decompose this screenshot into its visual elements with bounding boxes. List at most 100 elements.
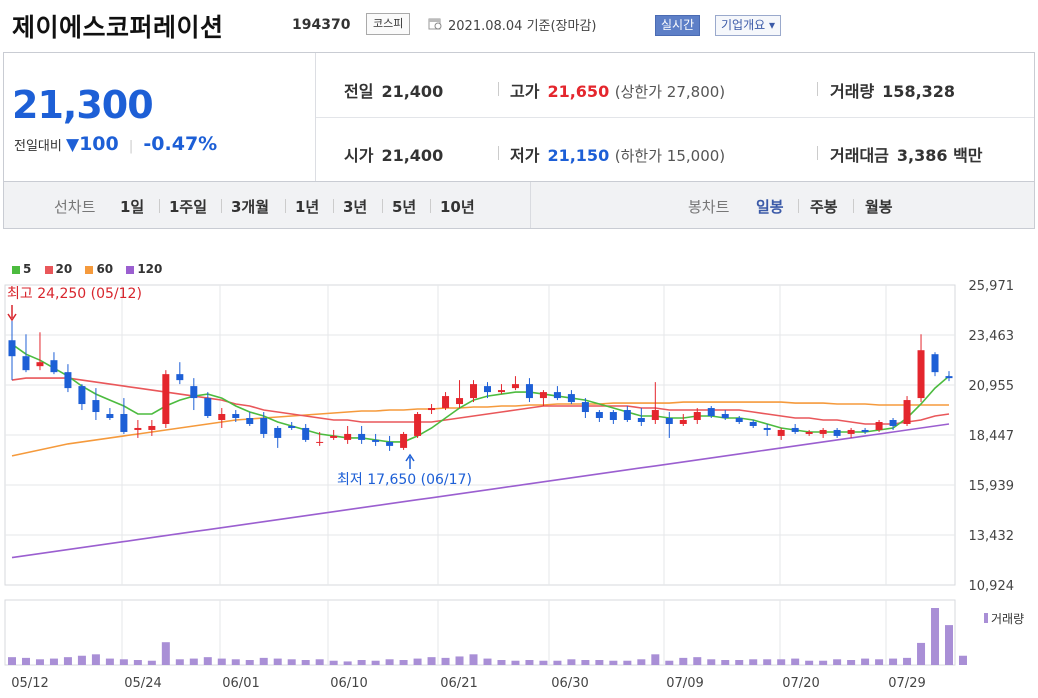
divider bbox=[333, 199, 334, 213]
stock-header: 제이에스코퍼레이션 194370 코스피 2021.08.04 기준(장마감) … bbox=[0, 0, 1038, 52]
candle-body bbox=[483, 386, 491, 393]
lower-limit: (하한가 15,000) bbox=[614, 147, 726, 165]
line-chart-label: 선차트 bbox=[54, 198, 96, 216]
volume-bar bbox=[231, 659, 240, 665]
volume-bar bbox=[735, 660, 744, 665]
volume-bar bbox=[917, 642, 926, 665]
candle-body bbox=[511, 384, 519, 389]
trade-amount: 거래대금 3,386 백만 bbox=[830, 142, 983, 166]
volume-bar bbox=[133, 660, 142, 665]
period-1d[interactable]: 1일 bbox=[120, 198, 145, 216]
period-3m[interactable]: 3개월 bbox=[231, 198, 270, 216]
market-badge: 코스피 bbox=[366, 13, 411, 35]
candle-body bbox=[8, 340, 16, 357]
period-10y[interactable]: 10년 bbox=[440, 198, 475, 216]
candle-body bbox=[358, 433, 366, 440]
candle-body bbox=[539, 392, 547, 399]
divider bbox=[853, 199, 854, 213]
candle-body bbox=[707, 408, 715, 417]
candle-daily[interactable]: 일봉 bbox=[756, 198, 784, 216]
candle-body bbox=[134, 427, 142, 430]
divider bbox=[430, 199, 431, 213]
legend-label: 120 bbox=[137, 262, 163, 276]
candle-body bbox=[945, 376, 953, 379]
candle-body bbox=[679, 419, 687, 424]
volume-bar bbox=[469, 654, 478, 665]
divider bbox=[316, 117, 1034, 118]
price-summary: 21,300 전일대비 ▼100 | -0.47% 전일 21,400 고가 21,… bbox=[3, 52, 1035, 182]
prev-close: 전일 21,400 bbox=[344, 78, 443, 102]
volume-bar bbox=[357, 660, 366, 665]
volume-bar bbox=[49, 658, 58, 665]
volume-value: 158,328 bbox=[882, 82, 956, 101]
divider bbox=[382, 199, 383, 213]
realtime-button[interactable]: 실시간 bbox=[655, 15, 701, 36]
volume-bar bbox=[203, 657, 212, 665]
y-tick-label: 20,955 bbox=[969, 379, 1015, 394]
x-tick-label: 06/01 bbox=[222, 676, 259, 691]
upper-limit: (상한가 27,800) bbox=[614, 83, 726, 101]
volume-bar bbox=[958, 655, 967, 665]
company-overview-dropdown[interactable]: 기업개요 ▾ bbox=[715, 15, 781, 36]
candle-body bbox=[302, 427, 310, 440]
day-high: 고가 21,650 (상한가 27,800) bbox=[510, 78, 725, 102]
candle-body bbox=[665, 418, 673, 424]
calendar-icon bbox=[428, 18, 442, 30]
volume-bar bbox=[525, 660, 534, 665]
volume-bar bbox=[413, 658, 422, 665]
candle-body bbox=[428, 408, 436, 411]
amount-value: 3,386 백만 bbox=[896, 146, 983, 165]
y-tick-label: 13,432 bbox=[969, 529, 1015, 544]
volume-bar bbox=[791, 658, 800, 665]
candle-chart-label: 봉차트 bbox=[688, 198, 730, 216]
volume-bar bbox=[805, 660, 814, 665]
ma60-line bbox=[11, 401, 949, 457]
candle-body bbox=[470, 384, 478, 399]
volume-bar bbox=[679, 657, 688, 665]
volume-bar bbox=[91, 654, 100, 665]
period-selector: 선차트 1일 1주일 3개월 1년 3년 5년 10년 봉차트 일봉 주봉 월봉 bbox=[3, 182, 1035, 229]
candle-body bbox=[260, 418, 268, 434]
candle-body bbox=[721, 414, 729, 419]
legend-label: 20 bbox=[55, 262, 73, 276]
divider bbox=[798, 199, 799, 213]
volume-bar bbox=[553, 660, 562, 665]
candle-body bbox=[218, 414, 226, 420]
high-annotation: 최고 24,250 (05/12) bbox=[7, 286, 142, 302]
volume-bar bbox=[889, 658, 898, 665]
volume-bar bbox=[301, 660, 310, 665]
volume-bar bbox=[623, 660, 632, 665]
divider bbox=[315, 53, 316, 181]
period-1w[interactable]: 1주일 bbox=[169, 198, 208, 216]
divider bbox=[285, 199, 286, 213]
period-1y[interactable]: 1년 bbox=[295, 198, 320, 216]
change-label: 전일대비 bbox=[14, 139, 62, 154]
candle-body bbox=[749, 421, 757, 426]
x-tick-label: 07/29 bbox=[888, 676, 925, 691]
volume-bar bbox=[483, 658, 492, 665]
candle-body bbox=[442, 396, 450, 409]
volume-bar bbox=[609, 660, 618, 665]
volume-bar bbox=[833, 659, 842, 665]
candle-body bbox=[36, 362, 44, 367]
volume-bar bbox=[567, 659, 576, 665]
chart-legend: 5 20 60 120 bbox=[12, 262, 171, 276]
volume-bar bbox=[343, 661, 352, 665]
y-tick-label: 10,924 bbox=[969, 579, 1015, 594]
period-3y[interactable]: 3년 bbox=[343, 198, 368, 216]
candle-body bbox=[595, 412, 603, 419]
volume-bar bbox=[749, 659, 758, 665]
candle-body bbox=[246, 418, 254, 424]
legend-swatch bbox=[85, 265, 94, 274]
stock-name: 제이에스코퍼레이션 bbox=[12, 13, 224, 42]
candle-monthly[interactable]: 월봉 bbox=[865, 198, 893, 216]
low-annotation: 최저 17,650 (06/17) bbox=[337, 472, 472, 488]
low-value: 21,150 bbox=[547, 146, 610, 165]
candle-body bbox=[553, 392, 561, 399]
volume-bar bbox=[847, 660, 856, 665]
candle-weekly[interactable]: 주봉 bbox=[810, 198, 838, 216]
volume-bar bbox=[315, 659, 324, 665]
candle-body bbox=[777, 429, 785, 436]
period-5y[interactable]: 5년 bbox=[392, 198, 417, 216]
